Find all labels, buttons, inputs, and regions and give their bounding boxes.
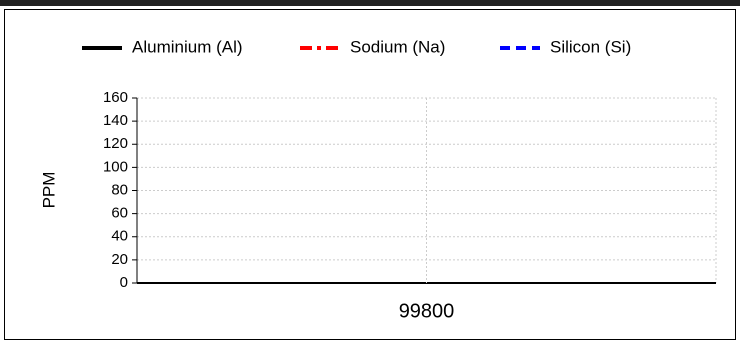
y-tick-label: 40 xyxy=(111,228,128,245)
x-tick-label: 99800 xyxy=(399,300,455,322)
y-tick-label: 80 xyxy=(111,181,128,198)
top-bar xyxy=(0,0,740,6)
y-tick-label: 0 xyxy=(120,274,128,291)
y-axis-label: PPM xyxy=(39,172,58,209)
y-tick-label: 160 xyxy=(103,89,128,106)
y-tick-label: 120 xyxy=(103,135,128,152)
legend-label: Sodium (Na) xyxy=(350,37,445,56)
y-tick-label: 60 xyxy=(111,205,128,222)
y-tick-label: 100 xyxy=(103,158,128,175)
y-tick-label: 20 xyxy=(111,251,128,268)
legend-label: Aluminium (Al) xyxy=(132,37,243,56)
legend-label: Silicon (Si) xyxy=(550,37,631,56)
y-tick-label: 140 xyxy=(103,112,128,129)
